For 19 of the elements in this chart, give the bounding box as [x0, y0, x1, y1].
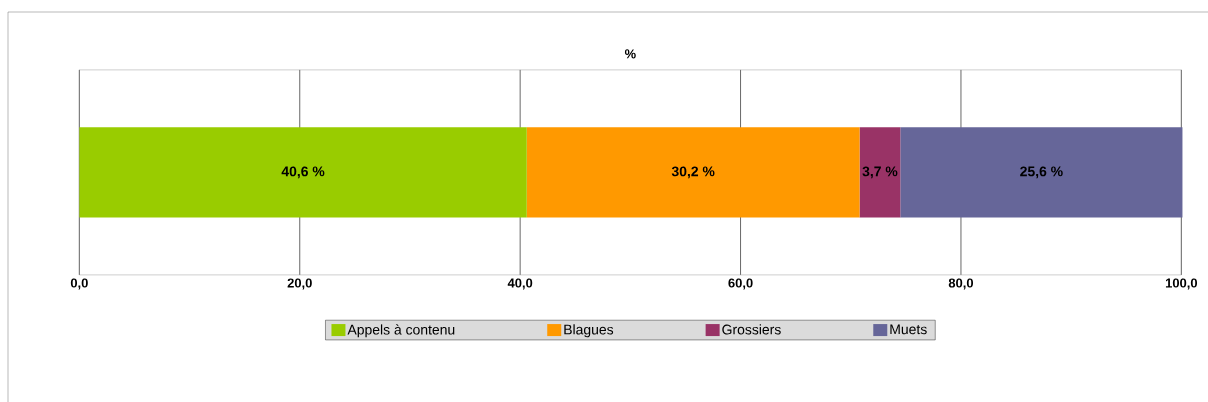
x-tick-label: 100,0 — [1165, 278, 1198, 290]
data-label: 30,2 % — [671, 166, 715, 179]
bar — [526, 127, 860, 218]
x-tick-label: 60,0 — [728, 278, 753, 290]
legend-label: Muets — [890, 324, 927, 335]
data-label: 40,6 % — [281, 166, 325, 179]
legend-label: Blagues — [564, 324, 614, 338]
x-tick-label: 20,0 — [287, 278, 312, 290]
legend-label: Grossiers — [722, 324, 781, 335]
chart-title: % — [624, 49, 636, 59]
legend-label: Appels à contenu — [347, 324, 455, 338]
x-tick-label: 0,0 — [70, 278, 88, 290]
x-tick-label: 40,0 — [507, 278, 533, 290]
data-label: 3,7 % — [862, 166, 898, 179]
x-tick-label: 80,0 — [948, 278, 974, 290]
bar — [900, 127, 1183, 218]
bar — [79, 127, 527, 218]
bar — [859, 127, 901, 218]
data-label: 25,6 % — [1020, 166, 1063, 179]
